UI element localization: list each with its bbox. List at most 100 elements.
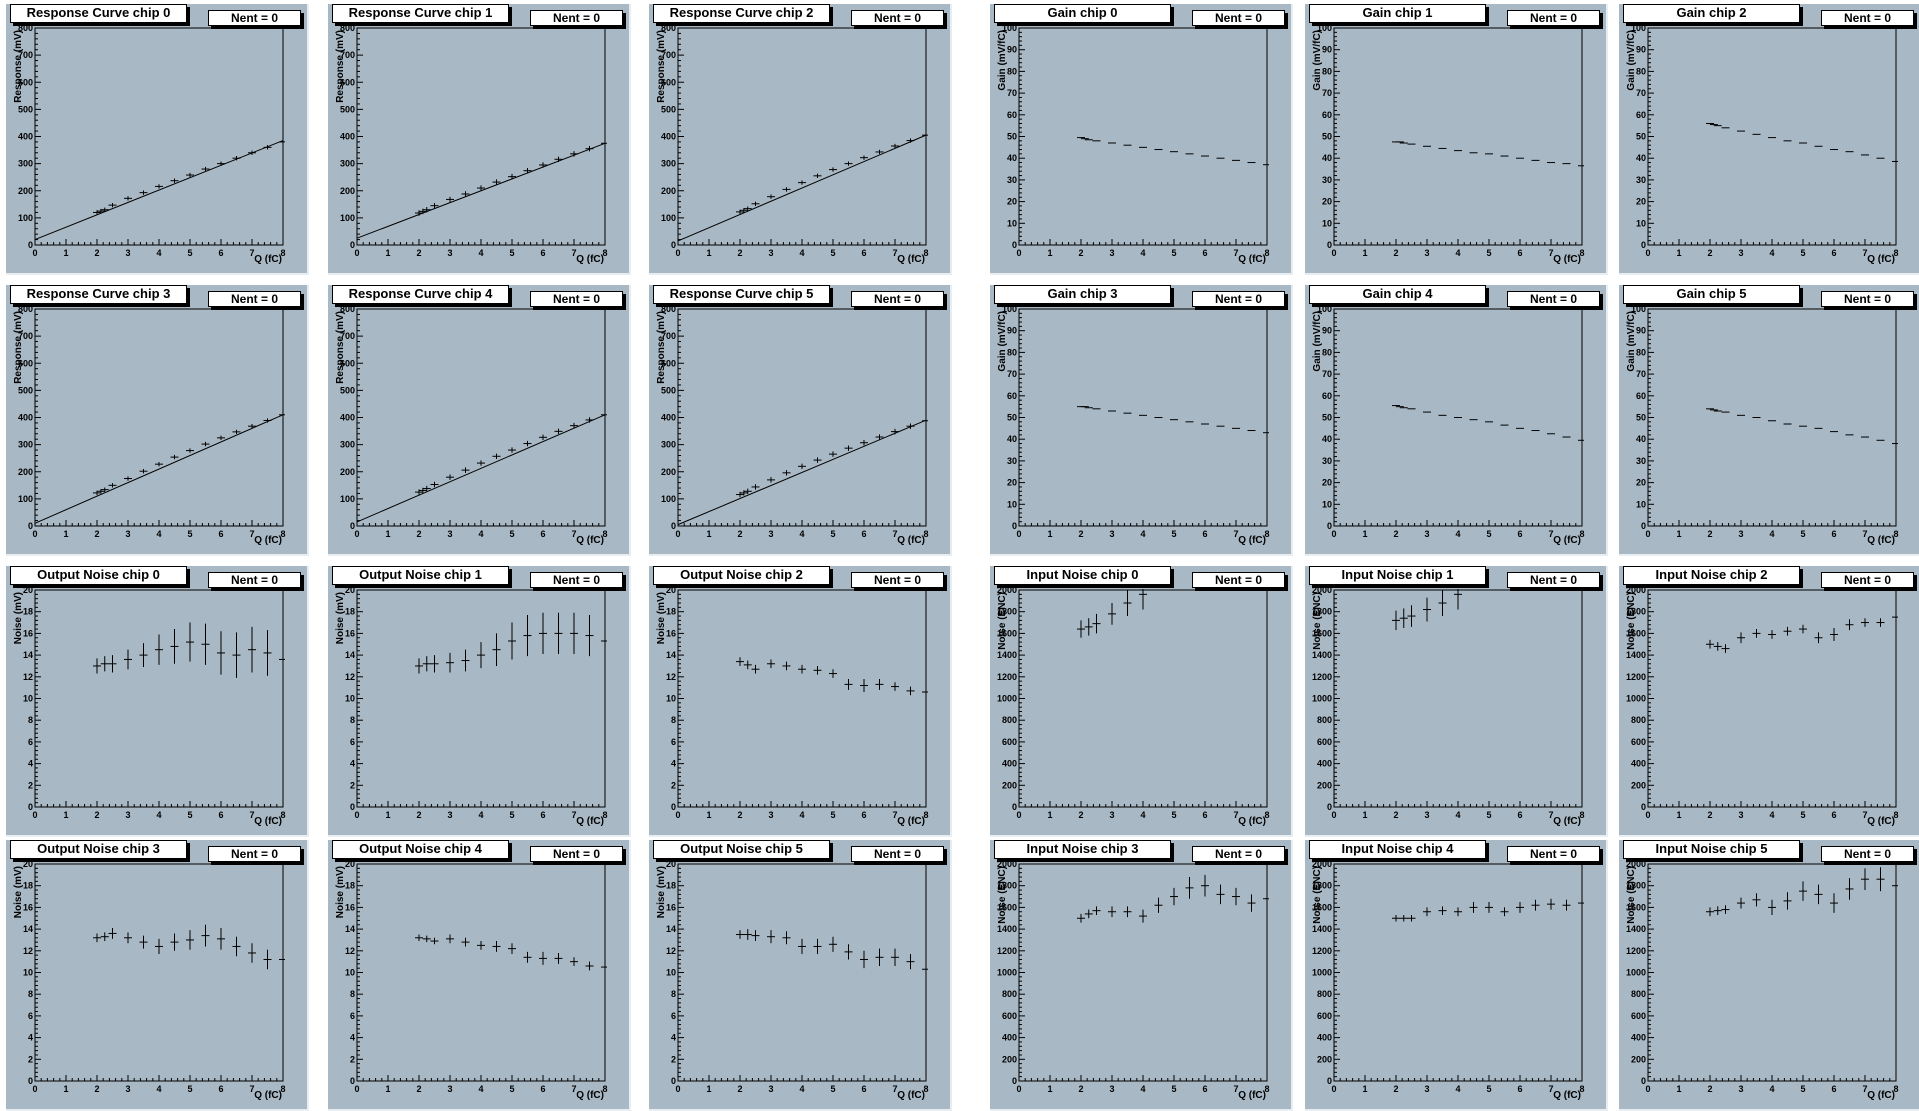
x-tick-label: 6 <box>861 1084 866 1094</box>
x-tick-label: 6 <box>1831 248 1836 258</box>
x-tick-label: 7 <box>571 248 576 258</box>
x-tick-label: 7 <box>249 1084 254 1094</box>
y-tick-label: 10 <box>345 694 355 704</box>
x-axis-label: Q (fC) <box>1238 254 1266 265</box>
data-group <box>1706 122 1898 162</box>
x-tick-label: 1 <box>1047 248 1052 258</box>
x-tick-label: 1 <box>1676 1084 1681 1094</box>
x-tick-label: 2 <box>1078 529 1083 539</box>
x-tick-label: 8 <box>280 1084 285 1094</box>
x-axis-label: Q (fC) <box>1553 254 1581 265</box>
y-tick-label: 8 <box>350 715 355 725</box>
y-tick-label: 0 <box>350 240 355 250</box>
y-tick-label: 14 <box>666 650 676 660</box>
x-tick-label: 4 <box>1455 1084 1460 1094</box>
x-tick-label: 4 <box>1769 248 1774 258</box>
plot-title: Response Curve chip 3 <box>10 285 187 304</box>
x-tick-label: 5 <box>1800 810 1805 820</box>
y-tick-label: 30 <box>1007 456 1017 466</box>
y-tick-label: 40 <box>1636 153 1646 163</box>
y-tick-label: 70 <box>1636 369 1646 379</box>
x-tick-label: 8 <box>1893 810 1898 820</box>
y-tick-label: 0 <box>1641 802 1646 812</box>
y-tick-label: 18 <box>666 607 676 617</box>
y-tick-label: 16 <box>345 628 355 638</box>
stats-box: Nent = 0 <box>1507 291 1600 307</box>
x-tick-label: 0 <box>1331 529 1336 539</box>
x-tick-label: 0 <box>675 1084 680 1094</box>
plot-title: Gain chip 3 <box>994 285 1171 304</box>
y-tick-label: 1600 <box>1626 628 1646 638</box>
x-tick-label: 0 <box>1331 248 1336 258</box>
x-tick-label: 7 <box>1548 529 1553 539</box>
x-tick-label: 2 <box>1078 248 1083 258</box>
stats-box: Nent = 0 <box>851 572 944 588</box>
data-group <box>1706 408 1898 445</box>
x-tick-label: 1 <box>1676 248 1681 258</box>
x-tick-label: 7 <box>249 810 254 820</box>
x-tick-label: 5 <box>830 529 835 539</box>
y-tick-label: 4 <box>671 1033 676 1043</box>
data-group <box>1392 141 1584 167</box>
y-axis-label: Noise (ENC) <box>1626 866 1637 924</box>
x-tick-label: 8 <box>1893 1084 1898 1094</box>
y-tick-label: 100 <box>1317 304 1332 314</box>
y-tick-label: 600 <box>340 77 355 87</box>
y-axis-label: Response (mV) <box>335 311 346 384</box>
data-group <box>736 929 928 977</box>
y-axis-label: Noise (ENC) <box>1626 592 1637 650</box>
x-axis-label: Q (fC) <box>1867 816 1895 827</box>
plot-svg: 0 1 2 3 4 5 6 7 8 0 200 400 600 800 1000 1200 1400 1600 18… <box>1626 585 1899 827</box>
x-tick-label: 1 <box>1047 810 1052 820</box>
plot-pad: 0 1 2 3 4 5 6 7 8 0 10 20 30 40 50 60 70 80 90 100 Q (fC) Gai… <box>990 285 1293 556</box>
y-tick-label: 600 <box>661 358 676 368</box>
y-tick-label: 100 <box>1631 304 1646 314</box>
x-tick-label: 6 <box>540 529 545 539</box>
plot-pad: 0 1 2 3 4 5 6 7 8 0 100 200 300 400 500 600 700 800 Q (fC)… <box>649 4 952 275</box>
y-tick-label: 200 <box>1317 780 1332 790</box>
y-tick-label: 90 <box>1007 326 1017 336</box>
data-group <box>93 924 285 970</box>
plot-frame <box>677 308 927 527</box>
plot-pad: 0 1 2 3 4 5 6 7 8 0 10 20 30 40 50 60 70 80 90 100 Q (fC) Gai… <box>1305 285 1608 556</box>
x-tick-label: 1 <box>1362 810 1367 820</box>
x-tick-label: 6 <box>1517 810 1522 820</box>
x-tick-label: 7 <box>249 529 254 539</box>
x-axis-label: Q (fC) <box>897 816 925 827</box>
y-tick-label: 80 <box>1322 66 1332 76</box>
x-tick-label: 1 <box>385 529 390 539</box>
plot-frame <box>34 308 284 527</box>
y-tick-label: 1000 <box>997 694 1017 704</box>
y-tick-label: 10 <box>23 968 33 978</box>
y-tick-label: 200 <box>661 467 676 477</box>
y-tick-label: 40 <box>1322 153 1332 163</box>
x-tick-label: 1 <box>63 1084 68 1094</box>
x-tick-label: 8 <box>923 248 928 258</box>
y-tick-label: 1600 <box>1626 902 1646 912</box>
y-axis-label: Response (mV) <box>13 311 24 384</box>
y-tick-label: 20 <box>666 585 676 595</box>
y-tick-label: 2 <box>671 780 676 790</box>
x-tick-label: 5 <box>1800 1084 1805 1094</box>
y-tick-label: 0 <box>28 1076 33 1086</box>
x-tick-label: 8 <box>923 529 928 539</box>
plot-pad: 0 1 2 3 4 5 6 7 8 0 200 400 600 800 1000 1200 1400 1600 18… <box>1619 840 1919 1111</box>
x-tick-label: 4 <box>1140 810 1145 820</box>
x-tick-label: 4 <box>1769 810 1774 820</box>
x-tick-label: 4 <box>1455 810 1460 820</box>
y-tick-label: 100 <box>1002 304 1017 314</box>
x-tick-label: 7 <box>1862 810 1867 820</box>
plot-frame <box>34 589 284 808</box>
y-tick-label: 1200 <box>1312 946 1332 956</box>
y-tick-label: 1000 <box>1626 694 1646 704</box>
y-tick-label: 90 <box>1636 326 1646 336</box>
x-tick-label: 2 <box>1393 529 1398 539</box>
x-tick-label: 8 <box>280 810 285 820</box>
y-tick-label: 200 <box>1631 1054 1646 1064</box>
plot-frame <box>1647 589 1897 808</box>
x-tick-label: 8 <box>1579 810 1584 820</box>
x-tick-label: 0 <box>1016 248 1021 258</box>
